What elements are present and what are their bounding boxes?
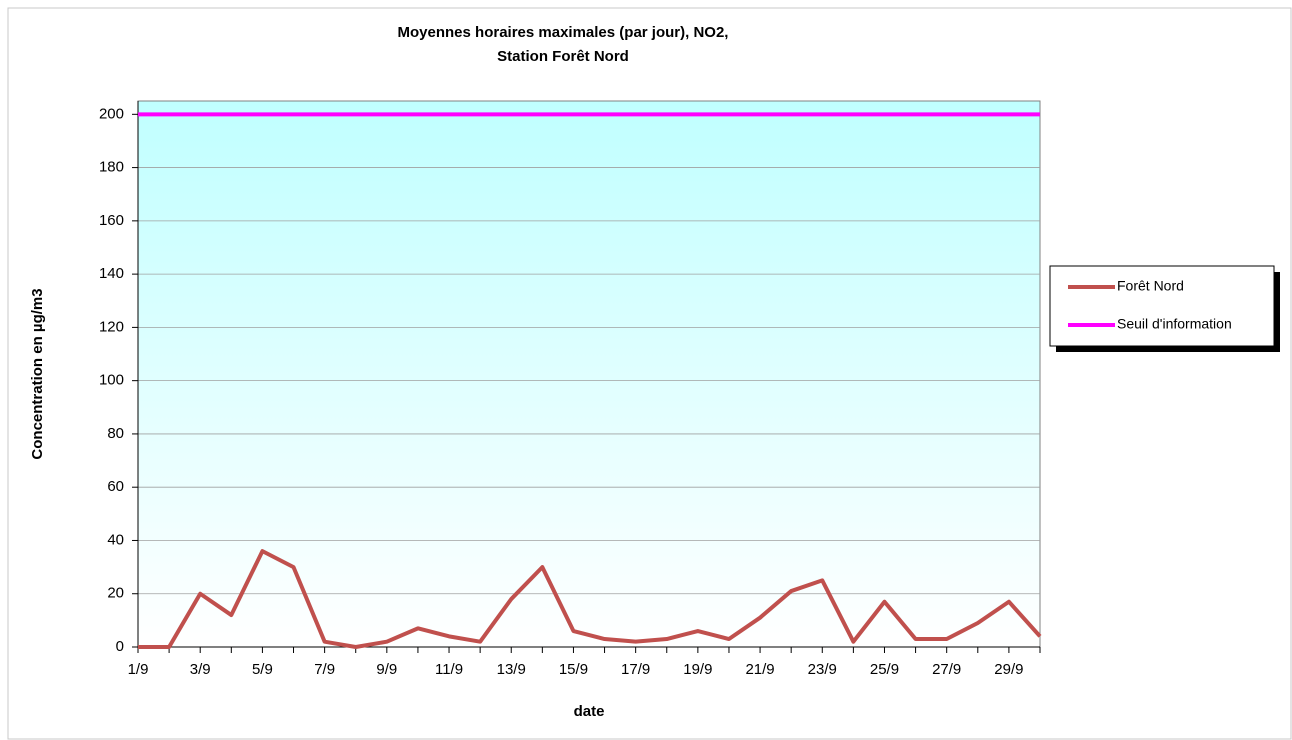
x-axis-label: date [574,703,605,720]
y-tick-label: 0 [116,638,124,655]
y-tick-label: 180 [99,159,124,176]
x-tick-label: 23/9 [808,661,837,678]
legend-label: Seuil d'information [1117,316,1232,332]
x-tick-label: 19/9 [683,661,712,678]
chart-title: Station Forêt Nord [497,48,629,65]
y-tick-label: 80 [107,425,124,442]
y-tick-label: 100 [99,372,124,389]
x-tick-label: 17/9 [621,661,650,678]
x-tick-label: 1/9 [128,661,149,678]
x-tick-label: 11/9 [435,661,463,678]
x-tick-label: 21/9 [745,661,774,678]
series-line [138,549,1042,649]
y-tick-label: 120 [99,318,124,335]
x-tick-label: 25/9 [870,661,899,678]
x-tick-label: 29/9 [994,661,1023,678]
x-tick-label: 9/9 [376,661,397,678]
y-tick-label: 60 [107,478,124,495]
x-tick-label: 5/9 [252,661,273,678]
y-tick-label: 20 [107,585,124,602]
y-tick-label: 40 [107,531,124,548]
x-tick-label: 15/9 [559,661,588,678]
x-tick-label: 27/9 [932,661,961,678]
plot-area [137,100,1041,648]
legend [1049,265,1275,347]
x-tick-label: 3/9 [190,661,211,678]
y-axis-label: Concentration en µg/m3 [29,288,46,459]
x-tick-label: 13/9 [497,661,526,678]
legend-label: Forêt Nord [1117,278,1184,294]
x-tick-label: 7/9 [314,661,335,678]
y-tick-label: 200 [99,105,124,122]
y-tick-label: 160 [99,212,124,229]
y-tick-label: 140 [99,265,124,282]
chart-title: Moyennes horaires maximales (par jour), … [398,24,729,41]
chart-frame [7,7,1292,740]
